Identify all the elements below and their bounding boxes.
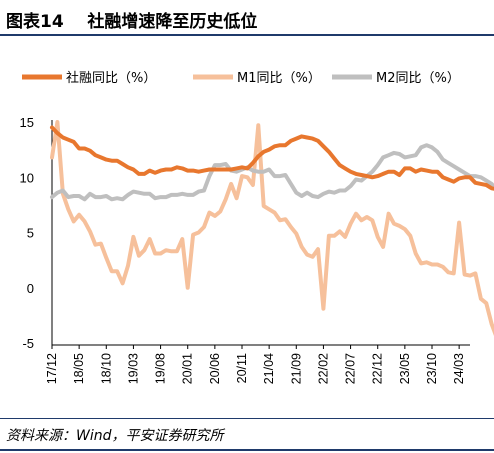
- x-tick-label: 20/11: [235, 353, 249, 383]
- legend-label-1: M1同比（%）: [237, 71, 321, 86]
- series-line-0: [50, 125, 494, 191]
- source-divider: [0, 418, 494, 419]
- y-tick-label: 5: [27, 226, 34, 241]
- y-tick-label: 10: [20, 170, 34, 185]
- x-tick-label: 23/05: [398, 353, 412, 384]
- x-tick-label: 22/02: [316, 353, 330, 384]
- series-line-1: [50, 120, 494, 337]
- y-tick-label: 0: [27, 281, 34, 296]
- x-tick-label: 23/10: [425, 353, 439, 384]
- series-line-2: [50, 143, 494, 202]
- x-tick-label: 19/08: [154, 353, 168, 384]
- x-tick-label: 20/01: [181, 353, 195, 384]
- x-tick-label: 22/07: [344, 353, 358, 384]
- x-tick-label: 22/12: [371, 353, 385, 384]
- x-tick-label: 21/04: [262, 353, 276, 384]
- x-tick-label: 18/10: [99, 353, 113, 384]
- x-tick-label: 17/12: [45, 353, 59, 384]
- y-tick-label: -5: [22, 336, 34, 351]
- source-note: 资料来源：Wind，平安证券研究所: [6, 428, 224, 444]
- x-tick-label: 18/05: [72, 353, 86, 384]
- x-tick-label: 21/09: [289, 353, 303, 384]
- bottom-divider: [0, 449, 494, 451]
- chart: 社融同比（%） M1同比（%） M2同比（%） 15 10 5 0 -5 17/12 18/05 1…: [20, 70, 494, 384]
- title-bar: [0, 0, 494, 36]
- y-tick-label: 15: [20, 115, 34, 130]
- page-title: 图表14 社融增速降至历史低位: [6, 12, 258, 32]
- legend-label-2: M2同比（%）: [376, 71, 460, 86]
- x-tick-label: 20/06: [208, 353, 222, 384]
- legend-label-0: 社融同比（%）: [66, 70, 156, 86]
- x-tick-label: 19/03: [126, 353, 140, 384]
- x-tick-label: 24/03: [452, 353, 466, 384]
